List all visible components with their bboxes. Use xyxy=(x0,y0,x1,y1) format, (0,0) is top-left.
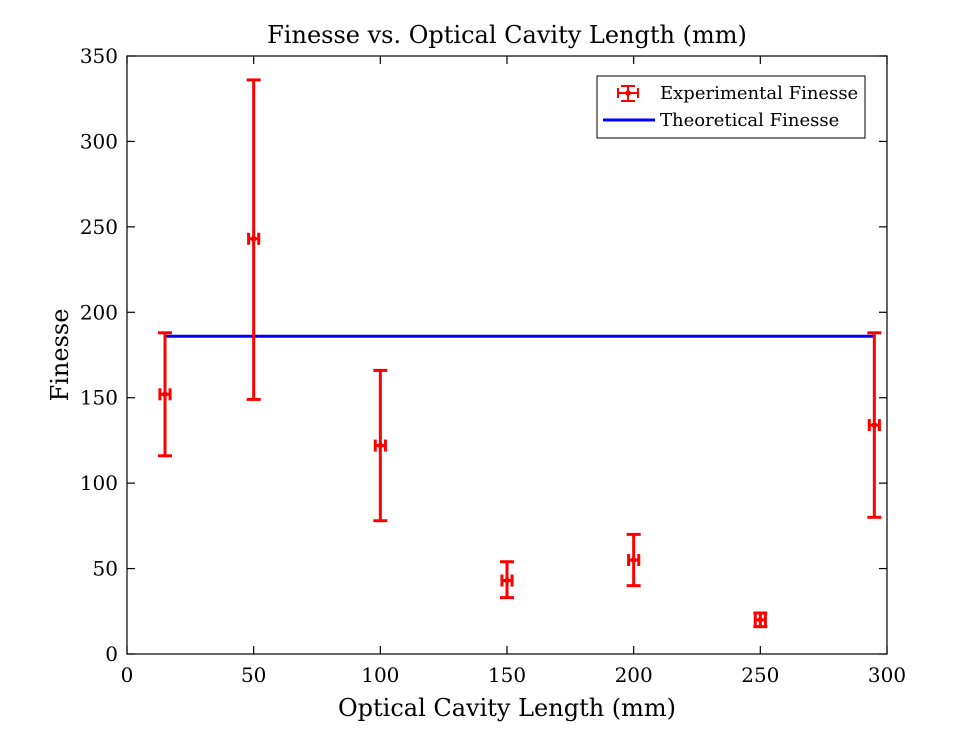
y-tick-label: 250 xyxy=(80,215,118,239)
x-tick-label: 150 xyxy=(488,663,526,687)
y-tick-label: 350 xyxy=(80,44,118,68)
errorbar-point-marker xyxy=(377,442,384,449)
x-tick-label: 200 xyxy=(615,663,653,687)
legend-label-theoretical: Theoretical Finesse xyxy=(660,110,839,131)
x-axis-label: Optical Cavity Length (mm) xyxy=(338,694,676,722)
legend-marker xyxy=(625,90,631,96)
errorbar-point-marker xyxy=(504,577,510,584)
experimental-point-5 xyxy=(753,611,768,629)
experimental-point-3 xyxy=(500,560,514,600)
experimental-point-2 xyxy=(373,368,388,523)
x-tick-label: 250 xyxy=(741,663,779,687)
legend-label-experimental: Experimental Finesse xyxy=(660,83,858,104)
legend-item-experimental: Experimental Finesse xyxy=(617,83,858,104)
series-layer xyxy=(158,78,882,629)
ticks-layer xyxy=(126,55,888,655)
x-tick-label: 50 xyxy=(241,663,266,687)
chart-title: Finesse vs. Optical Cavity Length (mm) xyxy=(267,21,747,49)
errorbar-point-marker xyxy=(871,422,878,428)
experimental-point-1 xyxy=(246,78,261,401)
errorbar-point-marker xyxy=(757,617,764,623)
experimental-point-6 xyxy=(867,331,882,519)
legend-item-theoretical: Theoretical Finesse xyxy=(603,110,839,131)
legend: Experimental Finesse Theoretical Finesse xyxy=(596,75,866,139)
x-tick-label: 100 xyxy=(361,663,399,687)
tick-labels-layer: 0 50 100 150 200 250 300 0 50 100 150 200 250 300 350 xyxy=(80,44,906,687)
experimental-point-0 xyxy=(158,331,172,458)
y-tick-label: 0 xyxy=(105,642,118,666)
y-tick-label: 300 xyxy=(80,129,118,153)
legend-box xyxy=(596,75,866,139)
errorbar-point-marker xyxy=(162,391,168,398)
y-tick-label: 150 xyxy=(80,386,118,410)
y-axis-label: Finesse xyxy=(46,309,74,402)
errorbar-point-marker xyxy=(630,557,637,563)
y-tick-label: 50 xyxy=(93,557,118,581)
x-tick-label: 300 xyxy=(868,663,906,687)
experimental-point-4 xyxy=(626,532,641,588)
y-tick-label: 100 xyxy=(80,471,118,495)
errorbar-point-marker xyxy=(250,236,257,242)
x-tick-label: 0 xyxy=(121,663,134,687)
y-tick-label: 200 xyxy=(80,300,118,324)
